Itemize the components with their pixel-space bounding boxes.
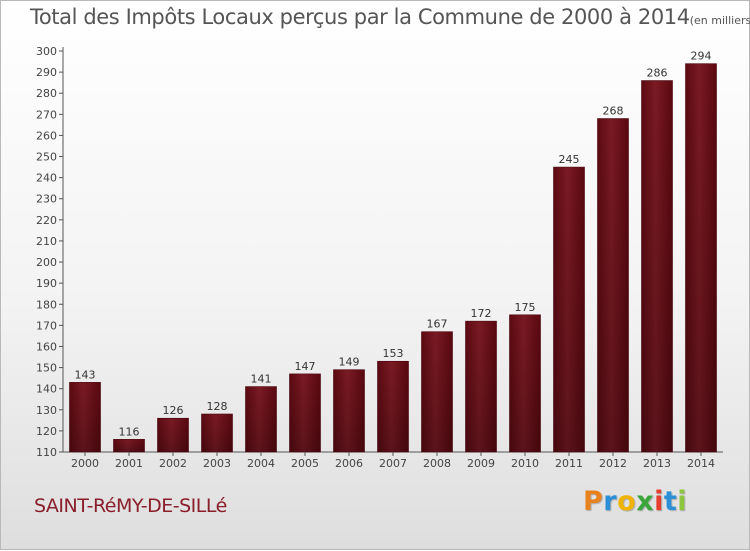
x-tick-label: 2003 (203, 457, 231, 470)
bar-value-label: 126 (163, 404, 184, 417)
chart-title-text: Total des Impôts Locaux perçus par la Co… (30, 5, 690, 29)
logo-letter: r (603, 486, 618, 517)
bar-value-label: 286 (647, 67, 668, 80)
y-tick-label: 170 (36, 319, 57, 332)
bar-shade (509, 314, 541, 452)
bar-value-label: 167 (427, 318, 448, 331)
y-tick-label: 270 (36, 108, 57, 121)
x-tick-label: 2000 (71, 457, 99, 470)
y-tick-label: 140 (36, 383, 57, 396)
y-axis-ticks: 110 120 130 140 150 160 170 180 190 200 210 220 230 2… (36, 45, 63, 459)
y-tick-label: 300 (36, 45, 57, 58)
bar-value-label: 141 (251, 373, 272, 386)
logo-letter: i (654, 486, 664, 517)
y-tick-label: 190 (36, 277, 57, 290)
x-tick-label: 2012 (599, 457, 627, 470)
bar-shade (685, 63, 717, 453)
bars (69, 63, 717, 453)
bar-shade (157, 418, 189, 452)
bar-value-label: 149 (339, 356, 360, 369)
y-tick-label: 150 (36, 362, 57, 375)
y-tick-label: 120 (36, 425, 57, 438)
logo-letter: P (583, 486, 604, 517)
bar-shade (201, 414, 233, 452)
x-tick-label: 2011 (555, 457, 583, 470)
bar-shade (377, 361, 409, 452)
y-tick-label: 230 (36, 193, 57, 206)
chart-title: Total des Impôts Locaux perçus par la Co… (30, 5, 750, 29)
proxiti-logo: Proxiti (583, 486, 687, 517)
bar-value-label: 268 (603, 105, 624, 118)
bar-value-label: 294 (691, 50, 712, 63)
y-tick-label: 200 (36, 256, 57, 269)
bar-shade (641, 80, 673, 453)
logo-letter: x (636, 486, 655, 517)
bar-shade (289, 373, 321, 452)
y-tick-label: 290 (36, 66, 57, 79)
y-tick-label: 160 (36, 340, 57, 353)
x-tick-label: 2006 (335, 457, 363, 470)
x-axis-ticks: 2000 2001 2002 2003 2004 2005 2006 2007 2008 2009… (71, 452, 715, 470)
x-tick-label: 2002 (159, 457, 187, 470)
y-tick-label: 250 (36, 151, 57, 164)
commune-name: SAINT-RéMY-DE-SILLé (34, 495, 227, 517)
bar-value-label: 153 (383, 347, 404, 360)
bar-shade (597, 118, 629, 453)
logo-letter: t (663, 486, 678, 517)
x-tick-label: 2005 (291, 457, 319, 470)
bar-value-label: 245 (559, 153, 580, 166)
logo-letter: o (617, 486, 637, 517)
bar-value-label: 143 (75, 368, 96, 381)
bar-shade (465, 321, 497, 452)
x-tick-label: 2010 (511, 457, 539, 470)
y-tick-label: 240 (36, 172, 57, 185)
y-tick-label: 280 (36, 87, 57, 100)
y-tick-label: 220 (36, 214, 57, 227)
y-tick-label: 110 (36, 446, 57, 459)
value-labels: 143 116 126 128 141 147 149 153 167 172 175 245 268 2… (75, 50, 712, 439)
bar-value-label: 128 (207, 400, 228, 413)
bar-shade (553, 167, 585, 452)
chart-unit: (en milliers d'€) (689, 14, 750, 27)
bar-shade (69, 382, 101, 452)
x-tick-label: 2008 (423, 457, 451, 470)
y-tick-label: 180 (36, 298, 57, 311)
x-tick-label: 2004 (247, 457, 275, 470)
y-tick-label: 210 (36, 235, 57, 248)
logo-letter: i (677, 486, 688, 517)
bar-value-label: 147 (295, 360, 316, 373)
bar-shade (421, 331, 453, 452)
bar-value-label: 172 (471, 307, 492, 320)
bar-shade (333, 369, 365, 452)
bar-shade (245, 386, 277, 452)
x-tick-label: 2007 (379, 457, 407, 470)
x-tick-label: 2014 (687, 457, 715, 470)
bar-value-label: 175 (515, 301, 536, 314)
x-tick-label: 2001 (115, 457, 143, 470)
y-tick-label: 130 (36, 404, 57, 417)
x-tick-label: 2009 (467, 457, 495, 470)
bar-value-label: 116 (119, 425, 140, 438)
x-tick-label: 2013 (643, 457, 671, 470)
bar-shade (113, 439, 145, 452)
y-tick-label: 260 (36, 129, 57, 142)
